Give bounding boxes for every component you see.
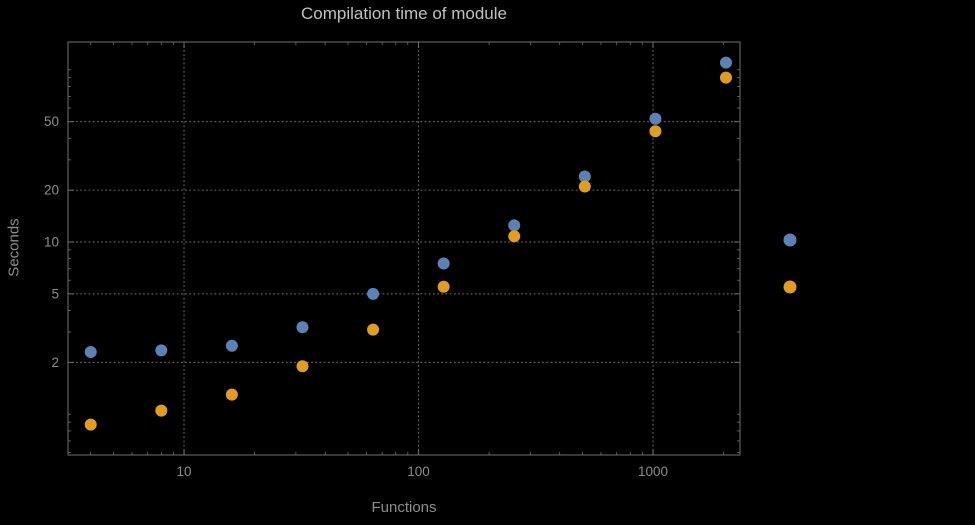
data-point-blue xyxy=(296,321,309,334)
y-tick-label: 5 xyxy=(51,286,59,301)
plot-frame xyxy=(67,41,741,456)
x-tick-label: 1000 xyxy=(638,464,668,479)
x-tick-label: 100 xyxy=(407,464,430,479)
data-point-orange xyxy=(508,230,521,243)
data-point-orange xyxy=(296,360,309,373)
y-axis-label: Seconds xyxy=(5,218,23,277)
data-point-orange xyxy=(225,388,238,401)
data-point-blue xyxy=(578,170,591,183)
data-point-blue xyxy=(719,56,732,69)
data-point-orange xyxy=(155,404,168,417)
data-point-orange xyxy=(84,418,97,431)
y-tick-label: 50 xyxy=(44,114,59,129)
data-point-blue xyxy=(84,345,97,358)
x-axis-label: Functions xyxy=(371,499,437,516)
y-tick-label: 2 xyxy=(51,355,59,370)
data-point-blue xyxy=(437,257,450,270)
data-point-blue xyxy=(649,112,662,125)
legend-marker-orange xyxy=(783,280,797,294)
x-tick-label: 10 xyxy=(177,464,192,479)
data-point-blue xyxy=(367,287,380,300)
data-point-orange xyxy=(719,71,732,84)
chart-title: Compilation time of module xyxy=(301,4,507,23)
data-point-orange xyxy=(437,280,450,293)
data-point-blue xyxy=(225,339,238,352)
y-tick-label: 20 xyxy=(44,183,59,198)
data-point-blue xyxy=(508,219,521,232)
data-point-orange xyxy=(578,180,591,193)
data-point-blue xyxy=(155,344,168,357)
legend-marker-blue xyxy=(783,233,797,247)
data-point-orange xyxy=(367,323,380,336)
data-point-orange xyxy=(649,125,662,138)
y-tick-label: 10 xyxy=(44,235,59,250)
